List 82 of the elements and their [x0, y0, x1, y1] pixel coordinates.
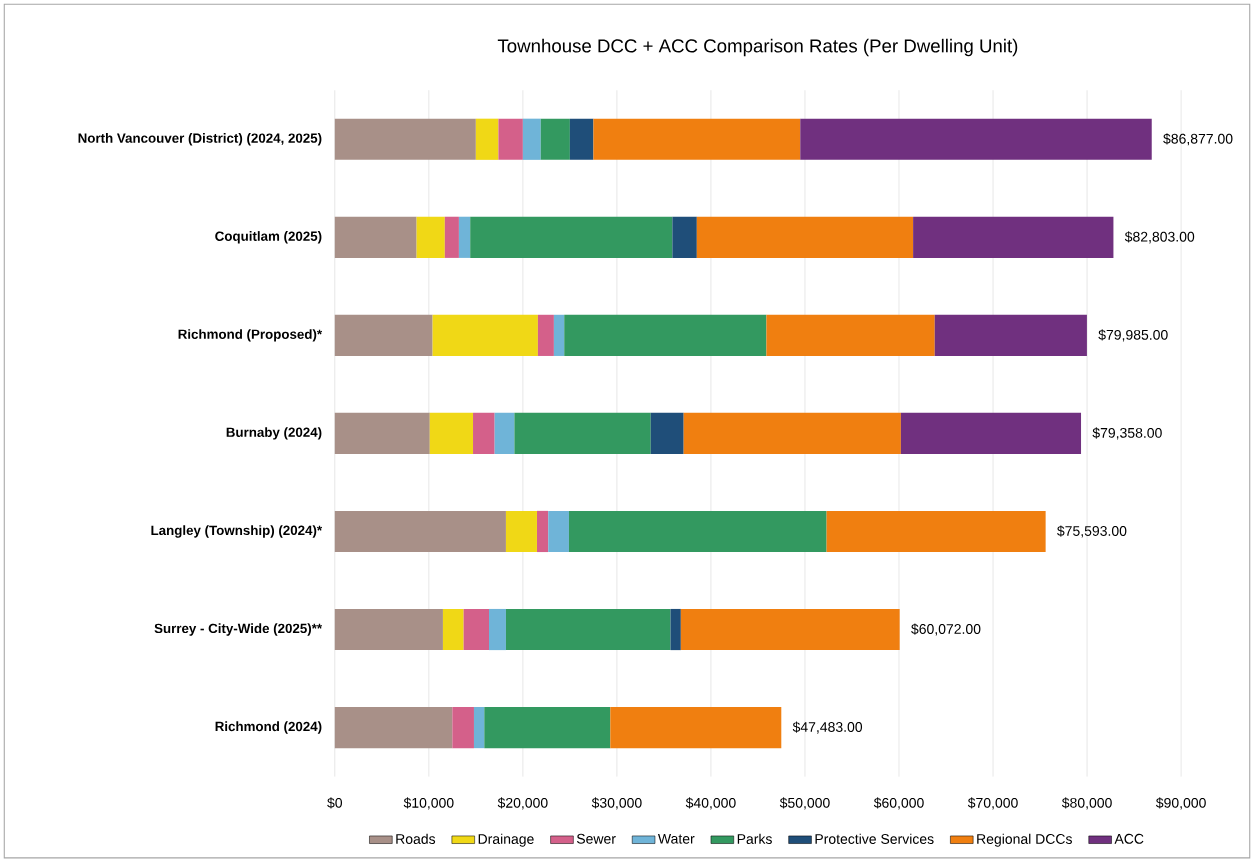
- bar: [473, 706, 485, 749]
- x-tick-label: $0: [327, 797, 343, 809]
- x-tick-label: $70,000: [967, 797, 1018, 810]
- bar: [540, 118, 570, 160]
- bar: [334, 706, 453, 749]
- bar: [334, 314, 433, 356]
- total-label: $47,483.00: [792, 721, 863, 734]
- bar: [334, 118, 476, 160]
- x-tick-label: $20,000: [497, 797, 548, 810]
- bar: [494, 412, 515, 454]
- bar: [934, 314, 1087, 356]
- total-label: $86,877.00: [1163, 133, 1233, 146]
- bar: [514, 412, 651, 454]
- bar: [650, 412, 684, 454]
- bar: [473, 412, 495, 454]
- bar: [826, 510, 1046, 552]
- bar: [522, 118, 541, 160]
- x-tick-label: $10,000: [403, 797, 454, 810]
- bar: [416, 216, 445, 258]
- total-label: $79,985.00: [1098, 329, 1168, 342]
- y-tick-label: Richmond (Proposed)*: [178, 329, 323, 342]
- total-label: $75,593.00: [1057, 525, 1127, 538]
- bar: [489, 608, 506, 651]
- total-label: $79,358.00: [1092, 427, 1162, 440]
- bar: [683, 412, 901, 454]
- x-tick-label: $50,000: [779, 797, 830, 810]
- y-tick-label: Langley (Township) (2024)*: [151, 525, 323, 538]
- total-label: $60,072.00: [911, 623, 981, 636]
- bar: [463, 608, 490, 651]
- total-label: $82,803.00: [1124, 231, 1195, 244]
- y-tick-label: Richmond (2024): [215, 721, 322, 734]
- bar: [475, 118, 499, 160]
- bar: [766, 314, 935, 356]
- bar: [537, 314, 554, 356]
- bar: [670, 608, 681, 651]
- bar: [484, 706, 611, 749]
- x-tick-label: $40,000: [685, 797, 736, 810]
- bar: [470, 216, 673, 258]
- bar: [536, 510, 549, 552]
- bar: [900, 412, 1082, 454]
- legend-label: Sewer: [576, 833, 616, 844]
- legend-label: Regional DCCs: [977, 833, 1072, 847]
- chart-title: Townhouse DCC + ACC Comparison Rates (Per Dwelling Unit): [497, 38, 1018, 57]
- bar: [680, 608, 900, 651]
- x-tick-label: $80,000: [1061, 797, 1112, 810]
- x-tick-label: $90,000: [1155, 797, 1206, 810]
- y-tick-label: Surrey - City-Wide (2025)**: [154, 623, 323, 636]
- bar: [452, 706, 474, 749]
- legend-label: Water: [657, 833, 695, 844]
- x-tick-label: $60,000: [873, 797, 924, 810]
- bar: [444, 216, 459, 258]
- bar: [505, 510, 537, 552]
- bar: [429, 412, 474, 454]
- bar: [458, 216, 471, 258]
- bar: [548, 510, 569, 552]
- bar: [593, 118, 801, 160]
- bar: [696, 216, 914, 258]
- legend-label: Parks: [737, 833, 772, 844]
- bar: [672, 216, 697, 258]
- bar: [610, 706, 782, 749]
- bar: [564, 314, 767, 356]
- legend-label: Roads: [396, 833, 436, 844]
- bar: [334, 608, 443, 651]
- bar: [569, 118, 594, 160]
- bar: [498, 118, 523, 160]
- bar: [568, 510, 827, 552]
- y-tick-label: Burnaby (2024): [226, 427, 322, 440]
- legend-label: Protective Services: [815, 833, 934, 844]
- x-tick-label: $30,000: [591, 797, 642, 810]
- legend-label: Drainage: [478, 833, 534, 847]
- y-tick-label: Coquitlam (2025): [215, 231, 322, 244]
- bar: [913, 216, 1114, 258]
- bar: [334, 216, 417, 258]
- legend-label: ACC: [1114, 833, 1144, 844]
- bar: [505, 608, 671, 651]
- bar: [432, 314, 538, 356]
- bar: [553, 314, 565, 356]
- bar: [334, 510, 506, 552]
- bar: [442, 608, 464, 651]
- bar: [800, 118, 1152, 160]
- y-tick-label: North Vancouver (District) (2024, 2025): [78, 132, 322, 146]
- bar: [334, 412, 430, 454]
